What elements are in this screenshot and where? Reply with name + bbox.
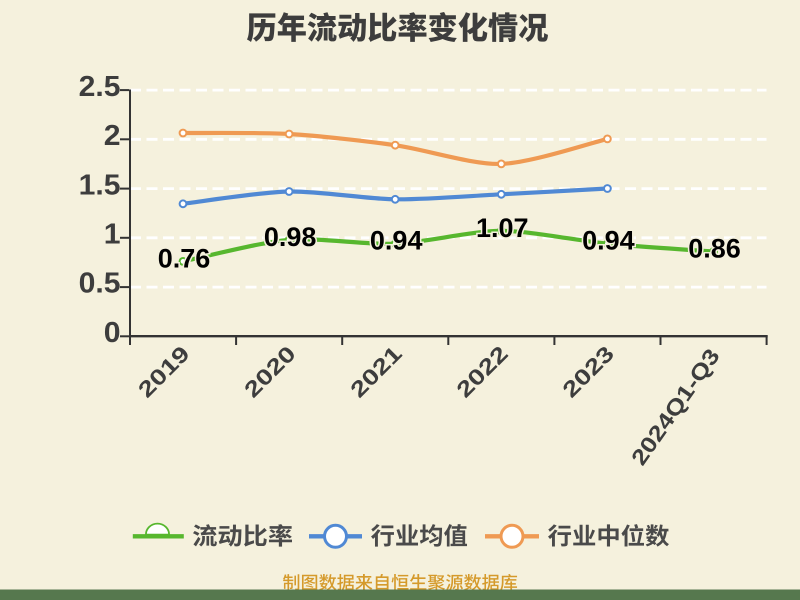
svg-text:1.5: 1.5 <box>79 169 121 201</box>
svg-text:0: 0 <box>104 317 121 349</box>
svg-text:0.86: 0.86 <box>688 234 741 264</box>
svg-text:0.94: 0.94 <box>370 226 423 256</box>
svg-text:0.98: 0.98 <box>264 222 317 252</box>
svg-text:2.5: 2.5 <box>79 70 121 102</box>
svg-text:0.94: 0.94 <box>582 226 635 256</box>
svg-text:0.5: 0.5 <box>79 267 121 299</box>
svg-text:0.76: 0.76 <box>158 243 211 273</box>
svg-text:1.07: 1.07 <box>476 213 529 243</box>
svg-text:2: 2 <box>104 120 121 152</box>
svg-text:1: 1 <box>104 218 121 250</box>
